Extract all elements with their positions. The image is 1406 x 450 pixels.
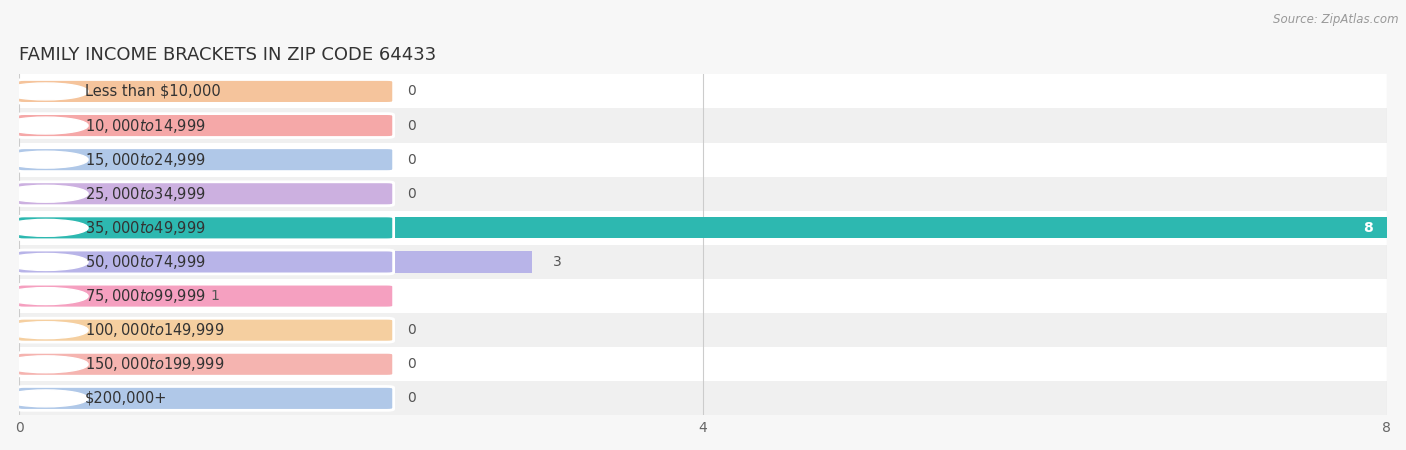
Text: 1: 1 [211, 289, 219, 303]
Text: $200,000+: $200,000+ [84, 391, 167, 406]
Text: $25,000 to $34,999: $25,000 to $34,999 [84, 185, 205, 203]
Text: 8: 8 [1364, 221, 1372, 235]
FancyBboxPatch shape [18, 216, 394, 240]
FancyBboxPatch shape [18, 113, 394, 138]
Circle shape [3, 322, 89, 339]
Bar [20, 381, 1386, 415]
FancyBboxPatch shape [18, 284, 394, 308]
Circle shape [3, 117, 89, 134]
Text: 0: 0 [408, 153, 416, 166]
Text: 0: 0 [408, 392, 416, 405]
Text: 0: 0 [408, 187, 416, 201]
Text: Source: ZipAtlas.com: Source: ZipAtlas.com [1274, 14, 1399, 27]
Text: Less than $10,000: Less than $10,000 [84, 84, 221, 99]
Text: 0: 0 [408, 85, 416, 99]
Text: $50,000 to $74,999: $50,000 to $74,999 [84, 253, 205, 271]
Bar [20, 74, 1386, 108]
Circle shape [3, 288, 89, 305]
Text: 0: 0 [408, 357, 416, 371]
Bar [20, 177, 1386, 211]
Circle shape [3, 220, 89, 236]
Circle shape [3, 253, 89, 270]
FancyBboxPatch shape [18, 318, 394, 342]
Bar [20, 245, 1386, 279]
FancyBboxPatch shape [18, 352, 394, 376]
Text: 0: 0 [408, 323, 416, 337]
Circle shape [3, 390, 89, 407]
Bar [20, 347, 1386, 381]
Bar [20, 285, 190, 306]
Text: FAMILY INCOME BRACKETS IN ZIP CODE 64433: FAMILY INCOME BRACKETS IN ZIP CODE 64433 [20, 46, 437, 64]
FancyBboxPatch shape [18, 387, 394, 410]
Text: $75,000 to $99,999: $75,000 to $99,999 [84, 287, 205, 305]
FancyBboxPatch shape [18, 148, 394, 171]
Circle shape [3, 185, 89, 202]
Text: 3: 3 [553, 255, 561, 269]
Bar [20, 217, 1386, 238]
Circle shape [3, 151, 89, 168]
Bar [20, 313, 1386, 347]
FancyBboxPatch shape [18, 80, 394, 104]
Bar [20, 143, 1386, 177]
Bar [20, 279, 1386, 313]
Bar [20, 252, 531, 273]
Text: $35,000 to $49,999: $35,000 to $49,999 [84, 219, 205, 237]
FancyBboxPatch shape [18, 250, 394, 274]
Text: $100,000 to $149,999: $100,000 to $149,999 [84, 321, 224, 339]
Circle shape [3, 83, 89, 100]
Text: 0: 0 [408, 118, 416, 133]
Text: $150,000 to $199,999: $150,000 to $199,999 [84, 356, 224, 373]
Text: $10,000 to $14,999: $10,000 to $14,999 [84, 117, 205, 135]
Text: $15,000 to $24,999: $15,000 to $24,999 [84, 151, 205, 169]
FancyBboxPatch shape [18, 182, 394, 206]
Circle shape [3, 356, 89, 373]
Bar [20, 211, 1386, 245]
Bar [20, 108, 1386, 143]
